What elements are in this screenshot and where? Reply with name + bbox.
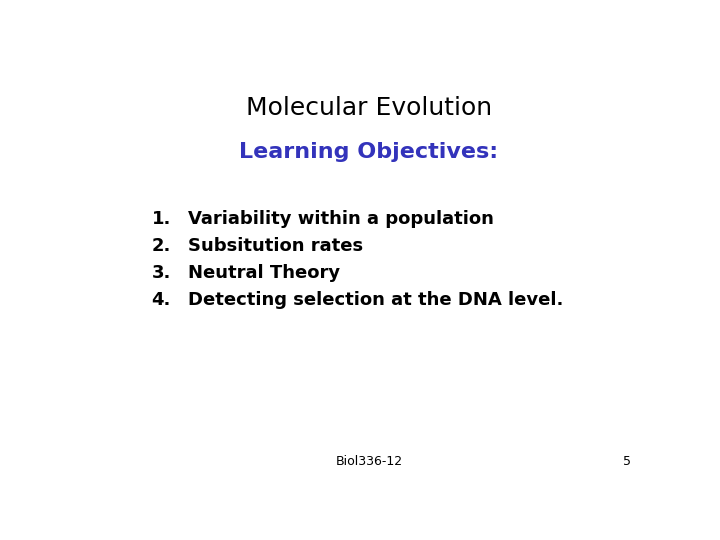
Text: Learning Objectives:: Learning Objectives: [240, 142, 498, 162]
Text: Detecting selection at the DNA level.: Detecting selection at the DNA level. [188, 291, 563, 309]
Text: 3.: 3. [151, 264, 171, 282]
Text: 2.: 2. [151, 237, 171, 255]
Text: 5: 5 [624, 455, 631, 468]
Text: Molecular Evolution: Molecular Evolution [246, 97, 492, 120]
Text: Biol336-12: Biol336-12 [336, 455, 402, 468]
Text: 4.: 4. [151, 291, 171, 309]
Text: Neutral Theory: Neutral Theory [188, 264, 340, 282]
Text: Subsitution rates: Subsitution rates [188, 237, 363, 255]
Text: Variability within a population: Variability within a population [188, 210, 493, 228]
Text: 1.: 1. [151, 210, 171, 228]
